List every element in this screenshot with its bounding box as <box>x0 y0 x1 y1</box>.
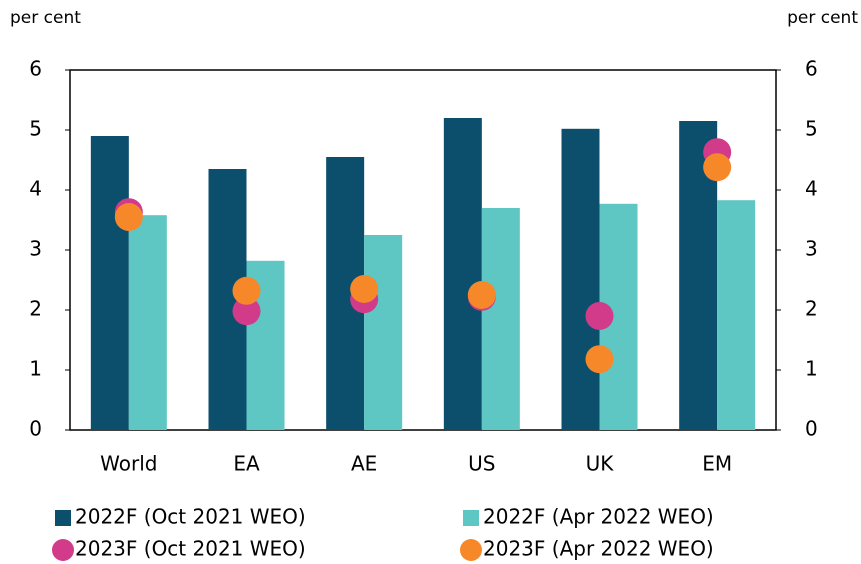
x-tick-label: AE <box>351 452 377 476</box>
y2-tick-label: 2 <box>805 297 818 321</box>
y-tick-label: 1 <box>29 357 42 381</box>
bar <box>90 136 129 430</box>
x-tick-label: EM <box>702 452 732 476</box>
bar <box>128 215 167 430</box>
y-tick-label: 0 <box>29 417 42 441</box>
bar <box>481 208 520 430</box>
bar <box>717 200 756 430</box>
plot-frame <box>69 69 777 431</box>
x-tick-label: EA <box>233 452 260 476</box>
y2-tick-label: 4 <box>805 177 818 201</box>
y2-tick-label: 1 <box>805 357 818 381</box>
dot <box>114 203 143 231</box>
y-tick-label: 3 <box>29 237 42 261</box>
dot <box>350 275 379 303</box>
x-tick-label: UK <box>586 452 615 476</box>
legend-label: 2023F (Oct 2021 WEO) <box>75 537 306 561</box>
dot <box>585 302 614 330</box>
bar <box>443 118 482 430</box>
dot <box>467 281 496 309</box>
dot <box>585 345 614 374</box>
y2-tick-label: 6 <box>805 57 818 81</box>
legend-swatch <box>55 510 71 526</box>
legend-label: 2022F (Oct 2021 WEO) <box>75 505 306 529</box>
legend-swatch <box>463 510 479 526</box>
bar <box>561 128 600 431</box>
legend-swatch <box>460 539 482 561</box>
y-tick-label: 2 <box>29 297 42 321</box>
legend-swatch <box>52 539 74 561</box>
dot <box>703 153 732 182</box>
y2-tick-label: 3 <box>805 237 818 261</box>
y-axis-label: per cent <box>10 8 81 28</box>
y-tick-label: 6 <box>29 57 42 81</box>
legend-label: 2022F (Apr 2022 WEO) <box>483 505 714 529</box>
dot <box>232 276 261 305</box>
x-tick-label: World <box>100 452 157 476</box>
y2-axis-label: per cent <box>787 8 858 28</box>
y-tick-label: 4 <box>29 177 42 201</box>
x-tick-label: US <box>468 452 495 476</box>
legend-label: 2023F (Apr 2022 WEO) <box>483 537 714 561</box>
y-tick-label: 5 <box>29 117 42 141</box>
y2-tick-label: 0 <box>805 417 818 441</box>
bar <box>364 235 403 430</box>
dot <box>232 297 261 326</box>
y2-tick-label: 5 <box>805 117 818 141</box>
